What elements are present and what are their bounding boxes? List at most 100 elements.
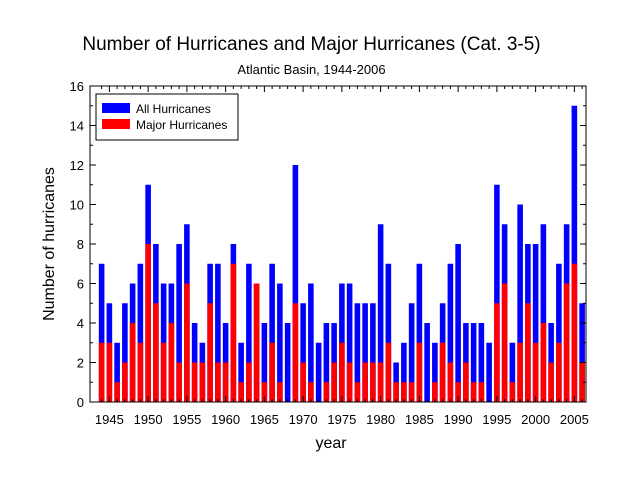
y-tick-label: 14 xyxy=(70,119,84,134)
bar-major-hurricanes xyxy=(153,303,159,402)
bar-all-hurricanes xyxy=(571,105,578,402)
chart-subtitle: Atlantic Basin, 1944-2006 xyxy=(237,62,386,77)
bar-major-hurricanes xyxy=(308,382,314,402)
bar-major-hurricanes xyxy=(432,382,438,402)
chart-title: Number of Hurricanes and Major Hurricane… xyxy=(82,34,541,55)
x-tick-label: 1955 xyxy=(172,412,201,427)
bar-all-hurricanes xyxy=(470,323,477,402)
bar-major-hurricanes xyxy=(439,342,446,402)
legend-label: All Hurricanes xyxy=(136,102,211,116)
bar-all-hurricanes xyxy=(416,263,423,402)
bar-all-hurricanes xyxy=(408,303,415,402)
bar-major-hurricanes xyxy=(331,362,337,402)
x-tick-label: 1985 xyxy=(405,412,434,427)
bar-major-hurricanes xyxy=(416,342,423,402)
bar-major-hurricanes xyxy=(292,303,299,402)
bar-major-hurricanes xyxy=(106,342,113,402)
bar-all-hurricanes xyxy=(494,184,500,402)
bar-major-hurricanes xyxy=(300,362,306,402)
bar-major-hurricanes xyxy=(114,382,120,402)
bar-major-hurricanes xyxy=(269,342,275,402)
bar-major-hurricanes xyxy=(377,362,384,402)
x-tick-label: 1965 xyxy=(250,412,279,427)
bar-major-hurricanes xyxy=(354,382,361,402)
bar-major-hurricanes xyxy=(532,342,539,402)
bar-major-hurricanes xyxy=(176,362,182,402)
y-tick-label: 4 xyxy=(77,316,84,331)
legend-swatch xyxy=(102,103,130,113)
bar-all-hurricanes xyxy=(346,283,353,402)
bar-major-hurricanes xyxy=(393,382,399,402)
bar-all-hurricanes xyxy=(176,244,182,402)
x-tick-label: 1995 xyxy=(482,412,511,427)
axes: 0 2 4 6 8 10 12 14 16 1945 1950 1955 1960 1965 1970 197… xyxy=(70,79,589,427)
bar-major-hurricanes xyxy=(160,342,167,402)
bar-major-hurricanes xyxy=(556,342,562,402)
x-tick-label: 1990 xyxy=(444,412,473,427)
bar-major-hurricanes xyxy=(339,342,345,402)
bar-all-hurricanes xyxy=(300,303,306,402)
bar-major-hurricanes xyxy=(563,283,570,402)
bar-all-hurricanes xyxy=(432,342,438,402)
bar-all-hurricanes xyxy=(377,224,384,402)
bar-major-hurricanes xyxy=(253,283,260,402)
bar-all-hurricanes xyxy=(215,263,221,402)
bar-all-hurricanes xyxy=(401,342,407,402)
bar-major-hurricanes xyxy=(222,362,229,402)
bar-all-hurricanes xyxy=(517,204,523,402)
bars-major-hurricanes xyxy=(98,244,585,402)
bar-major-hurricanes xyxy=(401,382,407,402)
y-tick-label: 10 xyxy=(70,198,84,213)
legend: All Hurricanes Major Hurricanes xyxy=(95,93,239,141)
bar-all-hurricanes xyxy=(292,165,299,402)
bar-all-hurricanes xyxy=(540,224,547,402)
bar-all-hurricanes xyxy=(385,263,392,402)
legend-swatch xyxy=(102,119,130,129)
bar-major-hurricanes xyxy=(447,362,454,402)
bar-all-hurricanes xyxy=(284,323,291,402)
bar-major-hurricanes xyxy=(470,382,477,402)
x-axis-label: year xyxy=(315,435,347,452)
bar-all-hurricanes xyxy=(122,303,128,402)
bar-major-hurricanes xyxy=(362,362,368,402)
bar-major-hurricanes xyxy=(191,362,198,402)
bar-major-hurricanes xyxy=(548,362,554,402)
bar-all-hurricanes xyxy=(98,263,105,402)
bar-all-hurricanes xyxy=(455,244,461,402)
y-tick-label: 6 xyxy=(77,277,84,292)
bar-major-hurricanes xyxy=(238,382,244,402)
bar-major-hurricanes xyxy=(517,342,523,402)
x-tick-label: 1970 xyxy=(289,412,318,427)
bar-major-hurricanes xyxy=(494,303,500,402)
bar-all-hurricanes xyxy=(354,303,361,402)
bar-major-hurricanes xyxy=(525,303,531,402)
bar-major-hurricanes xyxy=(261,382,268,402)
y-tick-label: 0 xyxy=(77,395,84,410)
legend-label: Major Hurricanes xyxy=(136,118,227,132)
bar-major-hurricanes xyxy=(455,382,461,402)
bar-major-hurricanes xyxy=(137,342,144,402)
bar-major-hurricanes xyxy=(579,362,585,402)
bar-major-hurricanes xyxy=(184,283,190,402)
bar-all-hurricanes xyxy=(424,323,430,402)
bar-all-hurricanes xyxy=(532,244,539,402)
bar-all-hurricanes xyxy=(579,303,585,402)
bar-all-hurricanes xyxy=(308,283,314,402)
bar-major-hurricanes xyxy=(145,244,151,402)
bar-major-hurricanes xyxy=(408,382,415,402)
bar-all-hurricanes xyxy=(137,263,144,402)
x-tick-label: 2000 xyxy=(521,412,550,427)
bar-major-hurricanes xyxy=(501,283,508,402)
bar-major-hurricanes xyxy=(323,382,330,402)
x-tick-label: 1975 xyxy=(327,412,356,427)
y-tick-label: 8 xyxy=(77,237,84,252)
x-tick-label: 1960 xyxy=(211,412,240,427)
bar-all-hurricanes xyxy=(261,323,268,402)
y-axis-label: Number of hurricanes xyxy=(41,167,58,321)
y-tick-label: 16 xyxy=(70,79,84,94)
bar-major-hurricanes xyxy=(463,362,469,402)
bar-all-hurricanes xyxy=(447,263,454,402)
bar-major-hurricanes xyxy=(370,362,376,402)
bar-all-hurricanes xyxy=(323,323,330,402)
